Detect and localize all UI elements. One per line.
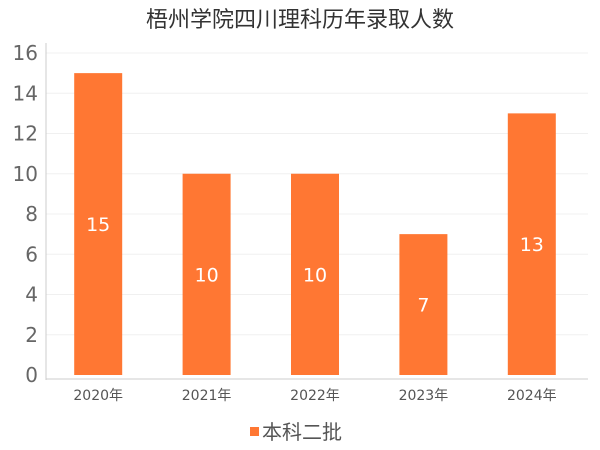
legend-swatch[interactable] (250, 427, 259, 436)
data-label: 10 (195, 264, 219, 286)
bar (507, 113, 556, 375)
x-tick-label: 2022年 (290, 388, 340, 404)
bar (182, 173, 231, 375)
data-label: 15 (86, 214, 110, 236)
chart-title: 梧州学院四川理科历年录取人数 (146, 8, 454, 33)
x-tick-label: 2021年 (182, 388, 232, 404)
data-label: 7 (417, 295, 429, 317)
x-tick-label: 2024年 (507, 388, 557, 404)
legend-label[interactable]: 本科二批 (262, 420, 342, 444)
x-tick-label: 2023年 (399, 388, 449, 404)
y-tick-label: 2 (25, 323, 38, 347)
data-label: 13 (520, 234, 544, 256)
y-tick-label: 12 (13, 122, 38, 146)
y-tick-label: 14 (13, 81, 38, 105)
data-labels: 15 10 10 7 13 (86, 214, 544, 317)
y-tick-label: 16 (13, 41, 38, 65)
y-tick-label: 10 (13, 162, 38, 186)
y-tick-label: 4 (25, 283, 38, 307)
y-tick-label: 6 (25, 242, 38, 266)
data-label: 10 (303, 264, 327, 286)
bar (399, 234, 448, 375)
y-tick-label: 8 (25, 202, 38, 226)
y-tick-label: 0 (25, 363, 38, 387)
bar (74, 73, 123, 375)
axes: 0 2 4 6 8 10 12 14 16 2020年 2021年 2022年 2023年 2024年 (13, 41, 588, 404)
bars (74, 73, 556, 375)
legend: 本科二批 (250, 420, 342, 444)
x-tick-label: 2020年 (73, 388, 123, 404)
bar (291, 173, 339, 375)
